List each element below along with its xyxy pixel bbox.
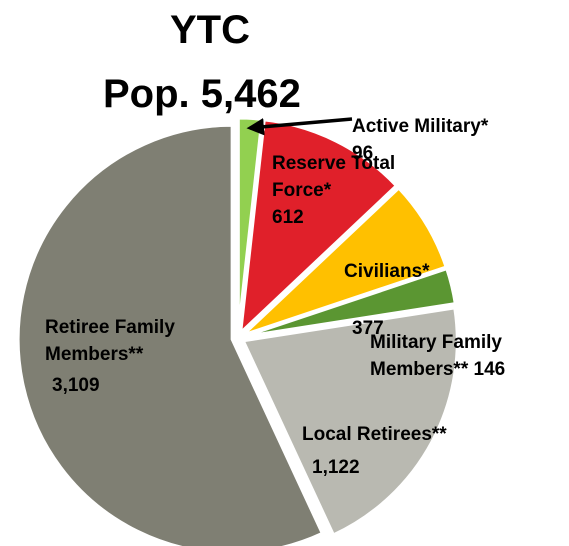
slice-label: Retiree Family Members** 3,109 [45, 314, 235, 399]
pie-slice [241, 306, 459, 537]
category-label: Active Military* [352, 116, 489, 137]
category-label: Retiree Family Members** [45, 317, 175, 365]
pie-slice [16, 123, 325, 546]
value-label: 146 [473, 359, 506, 380]
pie-slice [243, 266, 457, 339]
slice-label: Local Retirees** 1,122 [302, 421, 522, 481]
value-label: 377 [352, 318, 384, 339]
category-label: Civilians* [344, 261, 430, 282]
slice-label: Active Military* 96 [352, 113, 562, 167]
chart-title: YTC [170, 8, 250, 52]
slice-label: Reserve Total Force* 612 [272, 150, 432, 231]
value-label: 1,122 [312, 457, 360, 478]
category-label: Reserve Total Force* [272, 153, 396, 201]
category-label: Military Family Members** [370, 332, 502, 380]
pie-slice [242, 185, 449, 337]
chart-subtitle: Pop. 5,462 [103, 72, 301, 116]
value-label: 3,109 [52, 375, 100, 396]
slice-label: Military Family Members** 146 [370, 329, 560, 383]
value-label: 96 [352, 143, 374, 164]
leader-arrow [246, 117, 353, 136]
pie-slice [238, 118, 399, 337]
value-label: 612 [272, 207, 304, 228]
slice-label: Civilians* 377 [344, 258, 464, 342]
category-label: Local Retirees** [302, 424, 447, 445]
